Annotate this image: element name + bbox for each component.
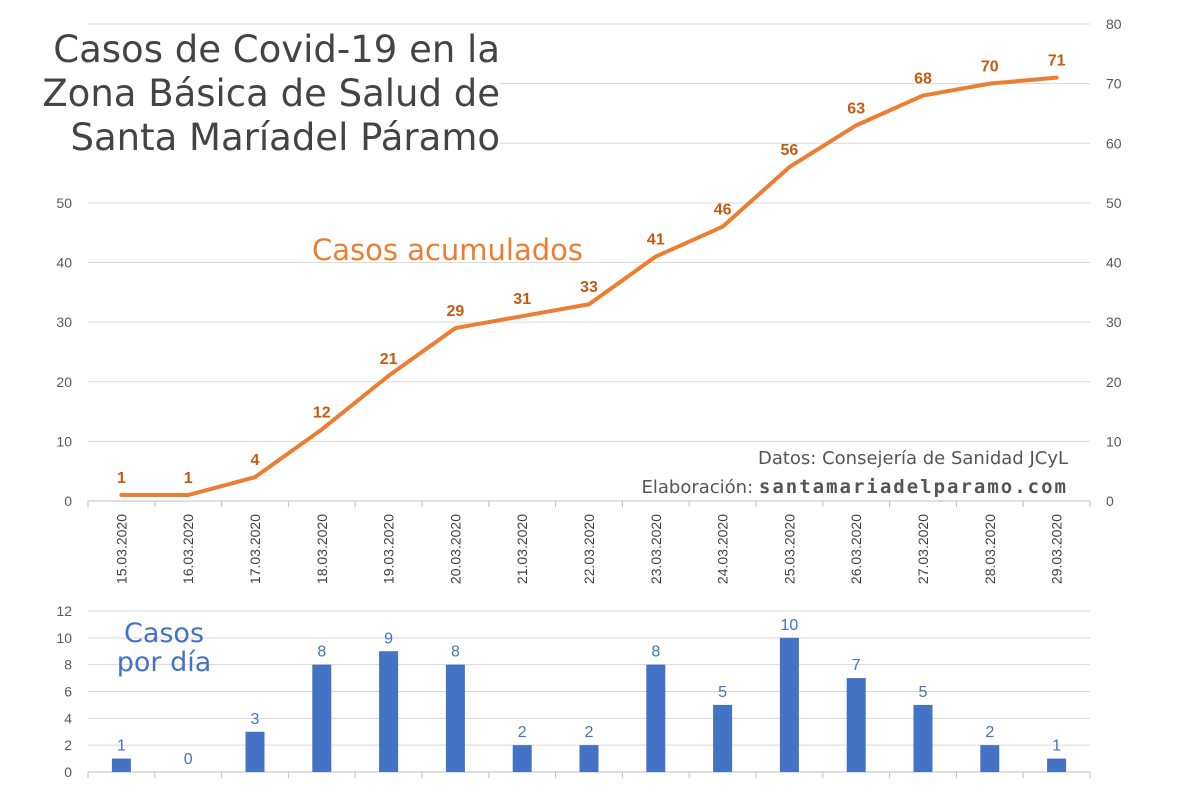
daily-data-label: 8 (451, 644, 460, 661)
top-left-y-tick-label: 40 (56, 255, 72, 271)
top-left-y-tick-label: 0 (64, 493, 72, 509)
cumulative-data-label: 46 (714, 202, 732, 219)
daily-bar (846, 678, 866, 772)
top-right-y-tick-label: 0 (1106, 493, 1114, 509)
cumulative-data-label: 1 (184, 470, 193, 487)
x-tick-label-date: 19.03.2020 (381, 514, 397, 584)
daily-bar (111, 758, 131, 772)
x-tick-label-date: 26.03.2020 (848, 514, 864, 584)
bottom-y-tick-label: 6 (64, 684, 72, 700)
top-left-y-tick-label: 50 (56, 195, 72, 211)
top-left-y-tick-label: 10 (56, 433, 72, 449)
top-left-y-tick-label: 30 (56, 314, 72, 330)
daily-bar (379, 651, 399, 772)
bottom-y-tick-label: 0 (64, 764, 72, 780)
daily-bar (445, 664, 465, 772)
top-right-y-tick-label: 10 (1106, 433, 1122, 449)
x-tick-label-date: 25.03.2020 (781, 514, 797, 584)
daily-bar (579, 745, 599, 772)
daily-bar (713, 704, 733, 772)
daily-bar (245, 731, 265, 772)
daily-data-label: 2 (518, 724, 527, 741)
cumulative-series-label: Casos acumulados (312, 233, 584, 267)
x-tick-label-date: 28.03.2020 (982, 514, 998, 584)
top-left-y-tick-label: 20 (56, 374, 72, 390)
data-source-credit: Datos: Consejería de Sanidad JCyL (757, 448, 1068, 469)
daily-data-label: 8 (651, 644, 660, 661)
daily-data-label: 5 (718, 684, 727, 701)
credits: Datos: Consejería de Sanidad JCyL Elabor… (642, 446, 1069, 503)
daily-data-label: 2 (585, 724, 594, 741)
x-tick-label-date: 24.03.2020 (715, 514, 731, 584)
daily-data-label: 2 (985, 724, 994, 741)
x-tick-label-date: 17.03.2020 (247, 514, 263, 584)
cumulative-data-label: 29 (447, 303, 465, 320)
cumulative-data-label: 21 (380, 351, 398, 368)
x-tick-label-date: 23.03.2020 (648, 514, 664, 584)
daily-series-label-line-1: Casos (123, 618, 205, 649)
x-tick-label-date: 27.03.2020 (915, 514, 931, 584)
x-tick-label-date: 29.03.2020 (1049, 514, 1065, 584)
daily-series-label-line-2: por día (116, 647, 212, 678)
daily-data-label: 8 (317, 644, 326, 661)
daily-series-label: Casos por día (104, 619, 224, 677)
cumulative-data-label: 12 (313, 404, 331, 421)
cumulative-data-label: 56 (781, 142, 799, 159)
daily-data-label: 10 (781, 617, 799, 634)
daily-data-label: 7 (852, 657, 861, 674)
daily-data-label: 0 (184, 751, 193, 768)
cumulative-data-label: 31 (513, 291, 531, 308)
chart-title: Casos de Covid-19 en la Zona Básica de S… (30, 28, 500, 160)
bottom-y-tick-label: 12 (56, 603, 72, 619)
cumulative-data-label: 33 (580, 279, 598, 296)
top-right-y-tick-label: 70 (1106, 76, 1122, 92)
daily-data-label: 1 (117, 738, 126, 755)
top-right-y-tick-label: 20 (1106, 374, 1122, 390)
daily-bar (512, 745, 532, 772)
authorship-credit: Elaboración: santamariadelparamo.com (642, 472, 1069, 503)
daily-bar (646, 664, 666, 772)
bottom-y-tick-label: 4 (64, 710, 72, 726)
cumulative-line (119, 75, 1059, 498)
daily-bar (779, 637, 799, 772)
authorship-prefix: Elaboración: (641, 477, 759, 498)
top-right-y-tick-label: 80 (1106, 16, 1122, 32)
cumulative-data-label: 70 (981, 59, 999, 76)
bottom-y-tick-label: 2 (64, 737, 72, 753)
daily-bar (312, 664, 332, 772)
title-line-2: Zona Básica de Salud de (42, 72, 500, 115)
cumulative-data-label: 41 (647, 232, 665, 249)
top-right-y-tick-label: 50 (1106, 195, 1122, 211)
daily-bar (1047, 758, 1067, 772)
cumulative-data-label: 63 (847, 100, 865, 117)
bottom-y-tick-label: 8 (64, 657, 72, 673)
daily-bar (913, 704, 933, 772)
top-right-y-tick-label: 40 (1106, 255, 1122, 271)
daily-bar (980, 745, 1000, 772)
x-tick-label-date: 16.03.2020 (180, 514, 196, 584)
top-right-y-tick-label: 30 (1106, 314, 1122, 330)
top-right-y-tick-label: 60 (1106, 135, 1122, 151)
x-tick-label-date: 21.03.2020 (514, 514, 530, 584)
daily-data-label: 5 (919, 684, 928, 701)
daily-data-label: 9 (384, 630, 393, 647)
title-line-3: Santa Maríadel Páramo (70, 116, 501, 159)
x-tick-label-date: 18.03.2020 (314, 514, 330, 584)
cumulative-data-label: 68 (914, 71, 932, 88)
daily-data-label: 3 (251, 711, 260, 728)
authorship-site: santamariadelparamo.com (758, 476, 1068, 498)
x-tick-label-date: 22.03.2020 (581, 514, 597, 584)
cumulative-data-label: 71 (1048, 53, 1066, 70)
x-tick-label-date: 15.03.2020 (113, 514, 129, 584)
x-tick-label-date: 20.03.2020 (447, 514, 463, 584)
daily-data-label: 1 (1052, 738, 1061, 755)
bottom-y-tick-label: 10 (56, 630, 72, 646)
title-line-1: Casos de Covid-19 en la (53, 28, 500, 71)
cumulative-data-label: 1 (117, 470, 126, 487)
cumulative-data-label: 4 (251, 452, 260, 469)
